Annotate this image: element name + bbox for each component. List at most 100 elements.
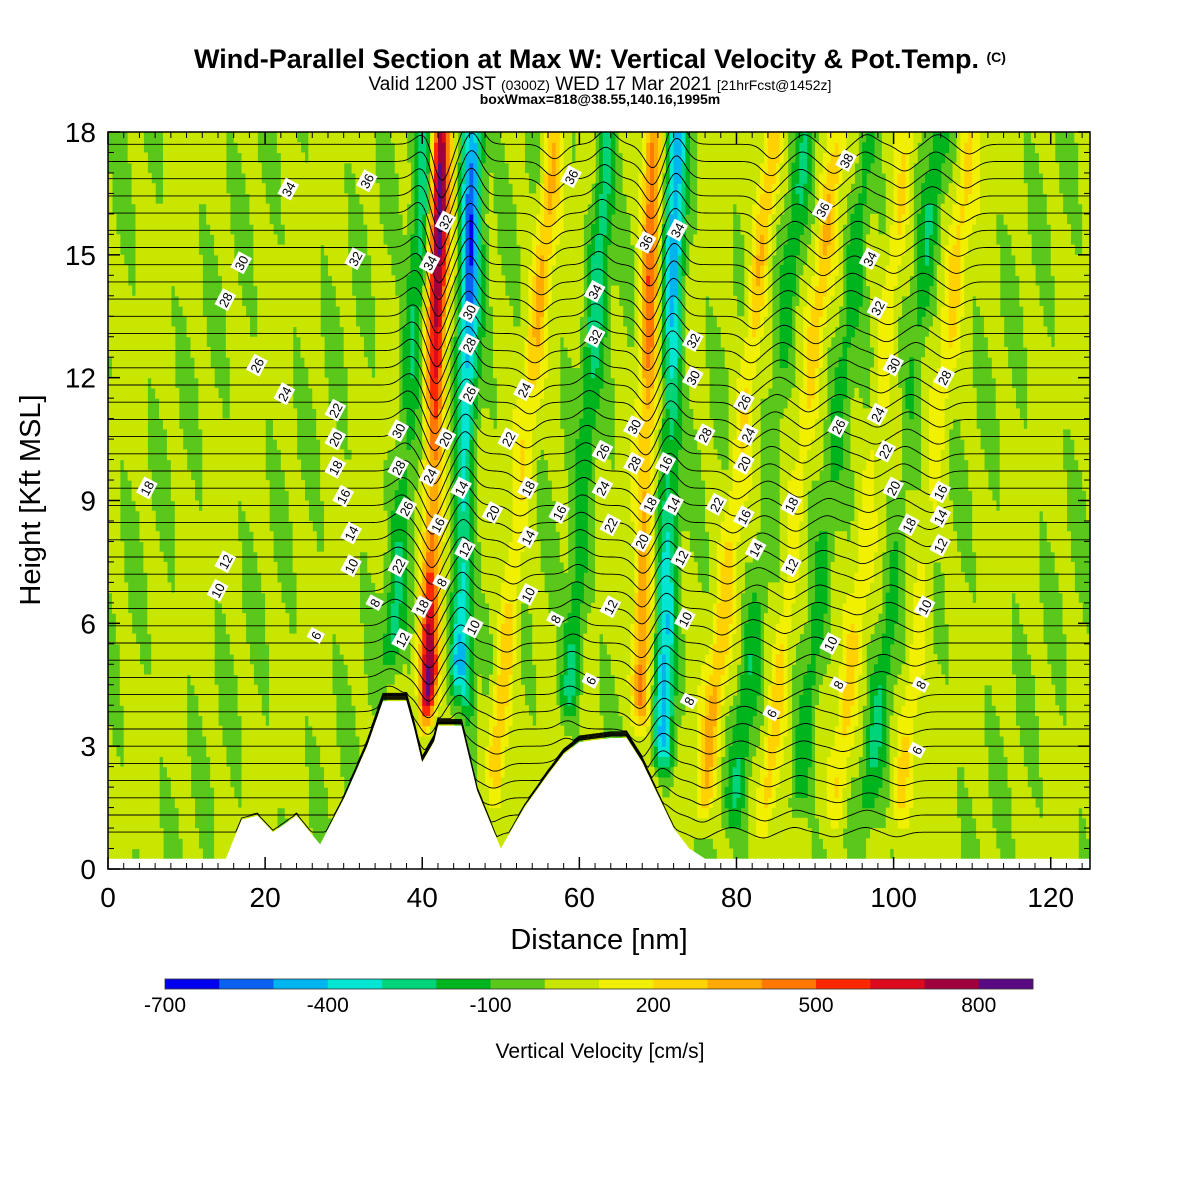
field-cell bbox=[202, 193, 207, 205]
field-cell bbox=[257, 449, 262, 461]
field-cell bbox=[367, 510, 372, 522]
field-cell bbox=[331, 531, 337, 543]
field-cell bbox=[288, 428, 294, 440]
field-cell bbox=[437, 418, 443, 430]
field-cell bbox=[469, 357, 474, 369]
field-cell bbox=[312, 715, 317, 727]
field-cell bbox=[320, 469, 325, 481]
field-cell bbox=[155, 387, 160, 399]
field-cell bbox=[178, 183, 184, 195]
field-cell bbox=[276, 715, 282, 727]
field-cell bbox=[182, 265, 188, 276]
field-cell bbox=[406, 162, 412, 174]
field-cell bbox=[229, 377, 235, 389]
field-cell bbox=[426, 572, 431, 583]
field-cell bbox=[477, 316, 482, 328]
field-cell bbox=[402, 224, 408, 235]
field-cell bbox=[139, 346, 144, 358]
field-cell bbox=[465, 654, 470, 665]
field-cell bbox=[324, 776, 329, 788]
field-cell bbox=[375, 203, 380, 215]
field-cell bbox=[434, 357, 439, 369]
field-cell bbox=[155, 664, 160, 676]
field-cell bbox=[320, 132, 325, 143]
field-cell bbox=[437, 643, 443, 655]
field-cell bbox=[210, 520, 215, 532]
field-cell bbox=[469, 551, 474, 563]
field-cell bbox=[312, 643, 317, 655]
field-cell bbox=[296, 541, 302, 553]
field-cell bbox=[347, 541, 353, 553]
field-cell bbox=[214, 561, 219, 573]
field-cell bbox=[166, 418, 172, 430]
field-cell bbox=[347, 674, 353, 686]
field-cell bbox=[253, 203, 258, 215]
field-cell bbox=[151, 705, 156, 717]
field-cell bbox=[269, 694, 274, 706]
field-cell bbox=[394, 643, 400, 655]
field-cell bbox=[174, 244, 180, 256]
field-cell bbox=[131, 807, 137, 819]
field-cell bbox=[119, 275, 125, 287]
field-cell bbox=[426, 367, 431, 379]
field-cell bbox=[379, 428, 384, 440]
field-cell bbox=[414, 674, 419, 686]
field-cell bbox=[457, 285, 463, 297]
field-cell bbox=[339, 449, 345, 461]
field-cell bbox=[202, 408, 207, 420]
field-cell bbox=[339, 183, 345, 195]
field-cell bbox=[151, 224, 156, 235]
field-cell bbox=[331, 582, 337, 594]
field-cell bbox=[210, 132, 215, 143]
field-cell bbox=[139, 183, 144, 195]
field-cell bbox=[390, 387, 396, 399]
field-cell bbox=[217, 449, 223, 461]
field-cell bbox=[469, 326, 474, 338]
field-cell bbox=[304, 705, 309, 717]
field-cell bbox=[174, 275, 180, 287]
field-cell bbox=[363, 705, 368, 717]
field-cell bbox=[312, 387, 317, 399]
field-cell bbox=[135, 838, 141, 850]
field-cell bbox=[198, 561, 203, 573]
field-cell bbox=[147, 787, 152, 798]
field-cell bbox=[111, 531, 117, 543]
field-cell bbox=[194, 326, 199, 338]
field-cell bbox=[481, 418, 486, 430]
field-cell bbox=[186, 531, 192, 543]
field-cell bbox=[202, 674, 207, 686]
field-cell bbox=[253, 746, 258, 758]
field-cell bbox=[265, 357, 270, 369]
field-cell bbox=[465, 316, 470, 328]
field-cell bbox=[304, 674, 309, 686]
field-cell bbox=[225, 459, 231, 471]
field-cell bbox=[162, 592, 168, 604]
field-cell bbox=[151, 193, 156, 205]
field-cell bbox=[131, 346, 137, 358]
field-cell bbox=[269, 275, 274, 287]
field-cell bbox=[312, 203, 317, 215]
field-cell bbox=[225, 787, 231, 798]
field-cell bbox=[363, 541, 368, 553]
field-cell bbox=[461, 367, 467, 379]
field-cell bbox=[221, 766, 227, 778]
field-cell bbox=[394, 674, 400, 686]
field-cell bbox=[206, 643, 211, 655]
field-cell bbox=[343, 306, 349, 317]
field-cell bbox=[269, 654, 274, 665]
field-cell bbox=[174, 694, 180, 706]
field-cell bbox=[469, 183, 474, 195]
field-cell bbox=[292, 439, 298, 450]
field-cell bbox=[292, 705, 298, 717]
field-cell bbox=[269, 664, 274, 676]
field-cell bbox=[229, 439, 235, 450]
field-cell bbox=[269, 326, 274, 338]
field-cell bbox=[390, 357, 396, 369]
field-cell bbox=[143, 162, 148, 174]
field-cell bbox=[182, 490, 188, 502]
field-cell bbox=[194, 234, 199, 246]
field-cell bbox=[320, 582, 325, 594]
field-cell bbox=[304, 213, 309, 225]
field-cell bbox=[445, 234, 451, 246]
field-cell bbox=[151, 797, 156, 809]
